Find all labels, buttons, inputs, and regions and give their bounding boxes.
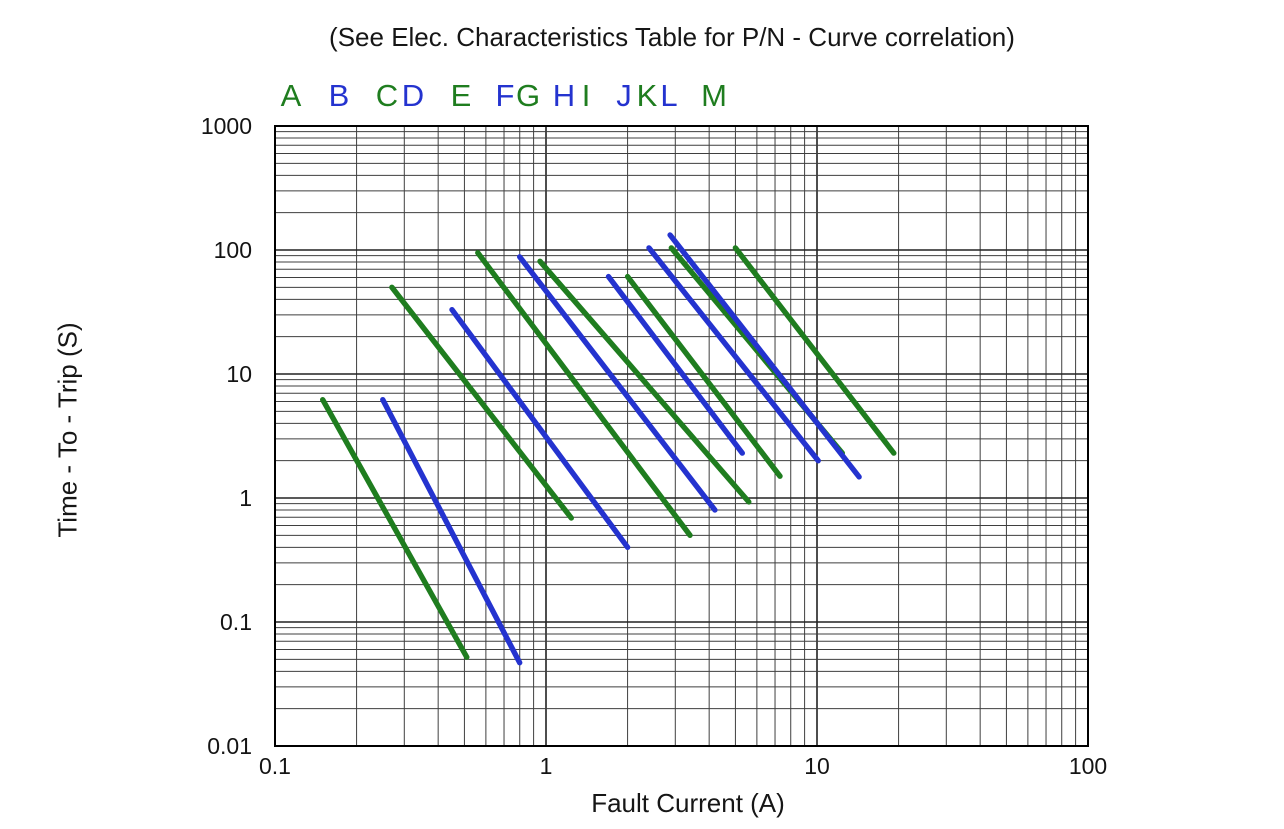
curve-M bbox=[732, 245, 897, 456]
curve-H bbox=[605, 273, 745, 456]
curve-letter-I: I bbox=[581, 78, 591, 113]
curve-letter-H: H bbox=[552, 78, 576, 113]
curve-letter-M: M bbox=[701, 78, 727, 113]
y-tick-label-1: 1 bbox=[239, 485, 252, 511]
curve-G bbox=[537, 258, 752, 505]
x-tick-label-1: 1 bbox=[539, 753, 553, 779]
curve-letter-L: L bbox=[660, 78, 678, 113]
curve-C bbox=[389, 284, 574, 521]
y-tick-label-0.01: 0.01 bbox=[207, 733, 252, 759]
curve-letter-F: F bbox=[495, 78, 515, 113]
curve-F bbox=[517, 254, 718, 513]
x-tick-label-0.1: 0.1 bbox=[259, 753, 291, 779]
curve-letter-B: B bbox=[328, 78, 350, 113]
chart-title: (See Elec. Characteristics Table for P/N… bbox=[329, 22, 1015, 52]
curve-B bbox=[380, 397, 523, 666]
y-tick-label-1000: 1000 bbox=[200, 113, 252, 139]
curve-letter-D: D bbox=[401, 78, 425, 113]
curve-letter-C: C bbox=[375, 78, 399, 113]
curve-letter-A: A bbox=[280, 78, 302, 113]
y-tick-label-100: 100 bbox=[213, 237, 252, 263]
x-tick-label-100: 100 bbox=[1068, 753, 1108, 779]
x-tick-label-10: 10 bbox=[804, 753, 830, 779]
curve-I bbox=[624, 273, 783, 479]
curve-E bbox=[475, 250, 693, 538]
curve-L bbox=[667, 232, 862, 480]
curve-A bbox=[320, 397, 470, 660]
curve-letter-G: G bbox=[515, 78, 541, 113]
curve-letter-J: J bbox=[616, 78, 632, 113]
y-tick-label-0.1: 0.1 bbox=[220, 609, 252, 635]
curve-J bbox=[646, 245, 821, 464]
plot-frame bbox=[274, 125, 1089, 747]
curve-D bbox=[449, 307, 631, 550]
x-axis-title: Fault Current (A) bbox=[591, 788, 785, 818]
y-tick-label-10: 10 bbox=[226, 361, 252, 387]
curve-letter-K: K bbox=[636, 78, 658, 113]
curve-letter-E: E bbox=[450, 78, 472, 113]
